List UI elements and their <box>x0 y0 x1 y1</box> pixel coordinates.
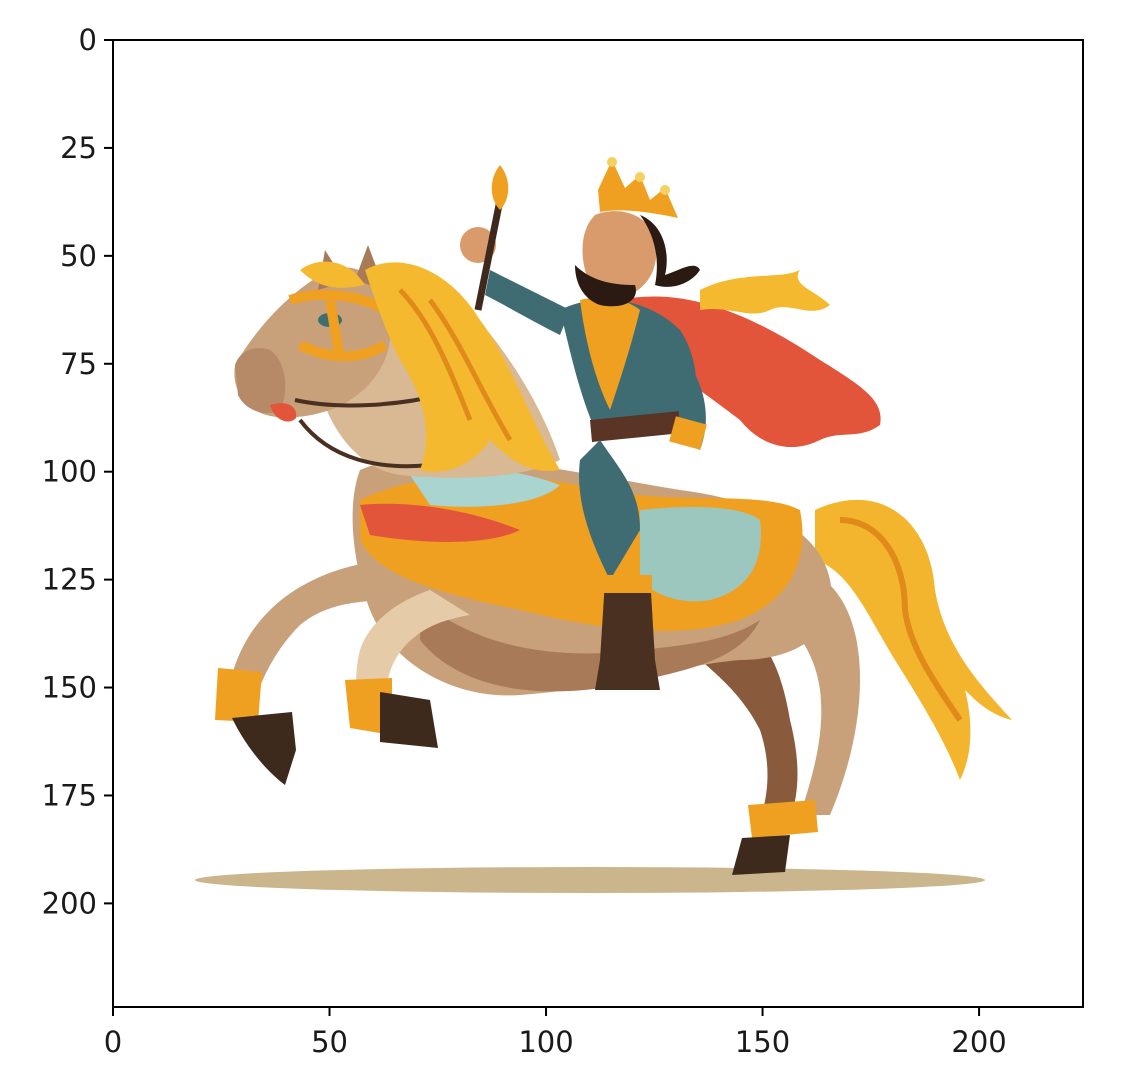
front-hoof-2 <box>380 692 438 748</box>
horse-tongue <box>270 403 297 422</box>
king-boot-cuff <box>604 575 652 593</box>
king-thigh <box>579 440 640 580</box>
scepter-staff <box>474 199 504 311</box>
axes-frame <box>112 39 1084 1008</box>
king-cape <box>620 296 881 448</box>
x-tick-label: 50 <box>311 1025 348 1059</box>
front-hoof-gold-1 <box>215 668 262 722</box>
cape-gold-flutter <box>700 270 830 314</box>
horse-forelock <box>300 261 365 288</box>
y-tick-label: 150 <box>42 671 97 705</box>
x-tick-label: 100 <box>518 1025 573 1059</box>
y-tick-label: 25 <box>60 131 97 165</box>
king-belt <box>590 410 692 442</box>
horse-front-leg-right <box>356 590 470 705</box>
saddle-blanket-inner <box>640 507 761 602</box>
y-axis: 0 25 50 75 100 125 150 175 200 <box>42 23 113 920</box>
x-axis: 0 50 100 150 200 <box>104 1007 1007 1059</box>
king-crown <box>598 160 678 218</box>
crown-jewel-2 <box>635 172 645 182</box>
king-tunic-gold <box>580 297 640 410</box>
y-tick-label: 200 <box>42 886 97 920</box>
front-hoof-1 <box>232 712 296 785</box>
king-beard <box>575 265 636 307</box>
crown-jewel-3 <box>660 185 670 195</box>
crown-jewel-1 <box>607 157 617 167</box>
scepter-top <box>491 165 509 210</box>
tail-stroke <box>839 517 963 722</box>
king-arm-raised <box>485 270 570 335</box>
x-tick-label: 150 <box>735 1025 790 1059</box>
king-hair <box>640 215 700 287</box>
horse-belly-shade <box>420 600 760 692</box>
y-tick-label: 0 <box>79 23 97 57</box>
horse-front-leg-left <box>228 560 410 700</box>
y-tick-label: 75 <box>60 347 97 381</box>
saddle-red <box>360 503 520 542</box>
y-tick-label: 175 <box>42 778 97 812</box>
king-face <box>582 211 657 297</box>
ground-shadow <box>195 867 985 893</box>
king-bracer <box>669 416 707 450</box>
horse-mane <box>365 262 560 472</box>
hind-hoof-gold <box>748 800 818 838</box>
image-content <box>113 40 1083 1007</box>
x-tick-label: 200 <box>951 1025 1006 1059</box>
mane-strands <box>398 288 513 442</box>
y-tick-label: 50 <box>60 239 97 273</box>
king-boot <box>595 575 660 690</box>
y-tick-label: 125 <box>42 563 97 597</box>
hind-hoof <box>732 835 790 875</box>
x-tick-label: 0 <box>104 1025 122 1059</box>
y-tick-label: 100 <box>42 455 97 489</box>
horse-muzzle <box>235 348 286 414</box>
horse-bridle <box>288 289 388 362</box>
